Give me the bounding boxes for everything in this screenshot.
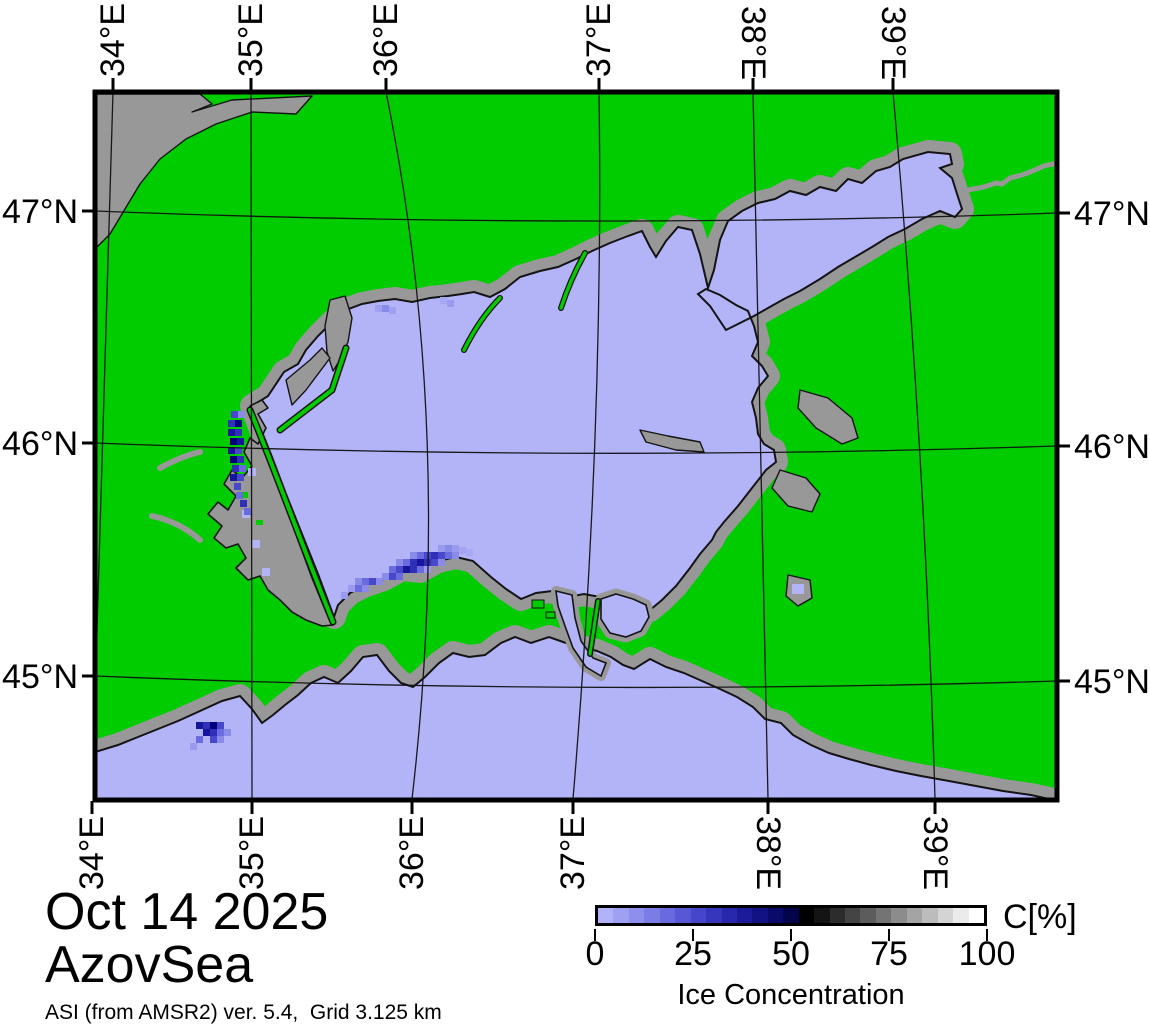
islets <box>531 599 556 619</box>
colorbar-cell <box>875 908 892 923</box>
colorbar-tick-label: 0 <box>585 935 605 973</box>
colorbar-cell <box>659 908 676 923</box>
axis-label-left-45n: 45°N <box>2 658 78 696</box>
arabat-spit <box>248 408 335 624</box>
map-canvas <box>95 92 1057 800</box>
meridian-37e <box>572 92 601 800</box>
title-block: Oct 14 2025 AzovSea ASI (from AMSR2) ver… <box>45 883 442 1025</box>
meridian-36e <box>385 92 430 800</box>
axis-label-bottom-39e: 39°E <box>916 816 954 890</box>
axis-label-left-47n: 47°N <box>2 193 78 231</box>
colorbar-tick-label: 50 <box>772 935 810 973</box>
obytochna-spit <box>462 296 502 352</box>
meridian-38e <box>752 92 769 800</box>
axis-label-top-34e: 34°E <box>94 3 132 77</box>
colorbar-cell <box>814 908 830 923</box>
sand-spits <box>246 250 601 657</box>
colorbar-unit-label: C[%] <box>1003 898 1077 936</box>
gray-wetland-streaks <box>149 449 203 543</box>
don-river <box>965 160 1057 193</box>
colorbar-tick-label: 75 <box>870 935 908 973</box>
colorbar-cell <box>767 908 784 923</box>
kerch-strait <box>551 586 611 681</box>
axis-label-top-36e: 36°E <box>367 3 405 77</box>
taman-bay <box>595 588 655 643</box>
colorbar-cell <box>675 908 691 923</box>
axis-label-bottom-37e: 37°E <box>554 816 592 890</box>
meridian-34e <box>95 92 114 718</box>
colorbar-cell <box>845 908 861 923</box>
axis-ticks <box>82 78 1070 814</box>
colorbar-cell <box>752 908 768 923</box>
axis-label-top-38e: 38°E <box>734 6 772 80</box>
axis-label-bottom-38e: 38°E <box>749 816 787 890</box>
axis-label-right-45n: 45°N <box>1074 663 1150 701</box>
axis-label-top-39e: 39°E <box>874 6 912 80</box>
product-caption: ASI (from AMSR2) ver. 5.4, Grid 3.125 km <box>45 1001 442 1025</box>
black-sea <box>95 625 1057 800</box>
axis-label-right-46n: 46°N <box>1074 428 1150 466</box>
parallel-46n <box>95 442 1057 454</box>
colorbar-tick-label: 100 <box>958 935 1016 973</box>
axis-label-right-47n: 47°N <box>1074 195 1150 233</box>
axis-label-bottom-35e: 35°E <box>233 816 271 890</box>
colorbar-cell <box>783 908 799 923</box>
axis-label-left-46n: 46°N <box>2 425 78 463</box>
colorbar-cell <box>598 908 614 923</box>
fedotova-spit <box>278 346 348 432</box>
colorbar-cell <box>613 908 629 923</box>
colorbar-cell <box>860 908 876 923</box>
colorbar-cell <box>628 908 645 923</box>
axis-label-bottom-36e: 36°E <box>393 816 431 890</box>
colorbar-cell <box>968 908 984 923</box>
colorbar-cell <box>736 908 753 923</box>
axis-labels: 34°E 35°E 36°E 37°E 38°E 39°E 34°E 35°E … <box>2 3 1150 890</box>
colorbar-tick-label: 25 <box>674 935 712 973</box>
colorbar-cell <box>891 908 907 923</box>
colorbar-cell <box>922 908 938 923</box>
colorbar-cell <box>829 908 845 923</box>
colorbar-cell <box>798 908 815 923</box>
colorbar-cell <box>690 908 707 923</box>
parallel-45n <box>95 675 1057 689</box>
colorbar-cell <box>644 908 660 923</box>
colorbar-cell <box>937 908 954 923</box>
colorbar-tick-mark <box>986 929 988 941</box>
parallel-47n <box>95 210 1057 222</box>
map-date: Oct 14 2025 <box>45 883 329 941</box>
axis-label-top-35e: 35°E <box>232 3 270 77</box>
colorbar-tick-mark <box>790 929 792 941</box>
berdyansk-spit <box>559 251 587 310</box>
colorbar: 0 25 50 75 100 C[%] Ice Concentration <box>575 895 1150 1020</box>
colorbar-tick-mark <box>594 929 596 941</box>
map-frame <box>92 89 1060 803</box>
chushka-spit <box>588 599 600 656</box>
akhtarsky-liman-water <box>792 584 804 594</box>
colorbar-tick-mark <box>692 929 694 941</box>
map-region-title: AzovSea <box>45 936 254 995</box>
colorbar-axis-label: Ice Concentration <box>677 979 905 1011</box>
colorbar-cell <box>953 908 969 923</box>
colorbar-gradient <box>595 905 987 926</box>
colorbar-tick-mark <box>888 929 890 941</box>
colorbar-cell <box>906 908 923 923</box>
colorbar-cell <box>706 908 722 923</box>
graticule <box>95 92 1057 800</box>
meridian-39e <box>892 92 936 800</box>
colorbar-cell <box>721 908 737 923</box>
axis-label-top-37e: 37°E <box>580 3 618 77</box>
axis-label-bottom-34e: 34°E <box>73 816 111 890</box>
